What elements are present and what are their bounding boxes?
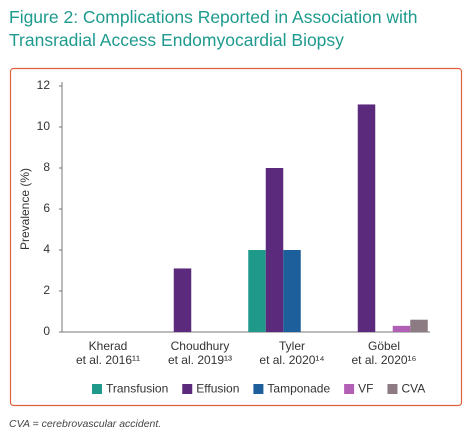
x-tick-label: Tyler: [279, 339, 305, 353]
legend-swatch: [253, 384, 264, 394]
legend-label: CVA: [401, 382, 425, 396]
legend-label: Effusion: [196, 382, 239, 396]
y-tick-label: 6: [43, 201, 50, 215]
y-tick-label: 8: [43, 160, 50, 174]
x-tick-label: et al. 2020¹⁴: [259, 353, 324, 367]
bar: [173, 268, 192, 332]
bar: [410, 319, 428, 332]
x-tick-label: Kherad: [89, 339, 128, 353]
x-tick-label: et al. 2019¹³: [168, 353, 232, 367]
bar: [265, 168, 284, 332]
y-tick-label: 4: [43, 242, 50, 256]
y-tick-label: 0: [43, 324, 50, 338]
figure-title: Figure 2: Complications Reported in Asso…: [9, 7, 418, 50]
legend-label: Transfusion: [106, 382, 168, 396]
x-tick-label: Göbel: [368, 339, 400, 353]
chart-frame: [9, 67, 463, 407]
x-tick-label: et al. 2020¹⁶: [352, 353, 417, 367]
y-tick-label: 2: [43, 283, 50, 297]
legend-swatch: [344, 384, 355, 394]
legend-swatch: [182, 384, 193, 394]
bar: [357, 104, 376, 332]
bar: [283, 250, 301, 332]
y-tick-label: 12: [37, 78, 51, 92]
x-tick-label: Choudhury: [171, 339, 230, 353]
legend-swatch: [92, 384, 102, 394]
legend-label: VF: [358, 382, 373, 396]
y-axis-label: Prevalence (%): [18, 168, 32, 250]
legend-label: Tamponade: [267, 382, 330, 396]
x-tick-label: et al. 2016¹¹: [76, 353, 140, 367]
bar: [248, 250, 266, 332]
bar: [392, 325, 411, 332]
y-tick-label: 10: [37, 119, 51, 133]
legend-swatch: [387, 384, 398, 394]
caption: CVA = cerebrovascular accident.: [9, 418, 162, 430]
